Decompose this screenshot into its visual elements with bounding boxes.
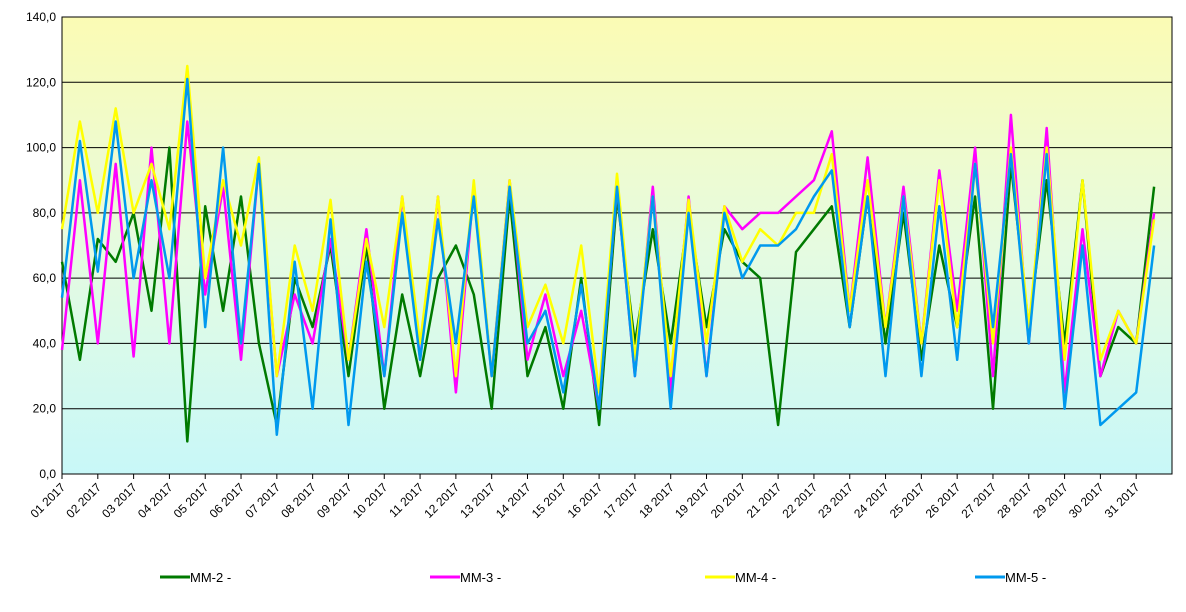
y-tick-label: 100,0 (26, 141, 56, 155)
x-tick-label: 21 2017 (744, 480, 785, 521)
x-tick-label: 24 2017 (851, 480, 892, 521)
x-tick-label: 01 2017 (28, 480, 69, 521)
x-tick-label: 10 2017 (350, 480, 391, 521)
x-tick-label: 12 2017 (421, 480, 462, 521)
x-tick-label: 20 2017 (708, 480, 749, 521)
x-tick-label: 04 2017 (135, 480, 176, 521)
x-tick-label: 18 2017 (636, 480, 677, 521)
y-tick-label: 60,0 (33, 271, 57, 285)
x-tick-label: 26 2017 (923, 480, 964, 521)
x-tick-label: 30 2017 (1066, 480, 1107, 521)
series-line (60, 77, 1156, 437)
x-tick-label: 17 2017 (600, 480, 641, 521)
x-tick-label: 15 2017 (529, 480, 570, 521)
x-tick-label: 08 2017 (278, 480, 319, 521)
y-tick-label: 0,0 (39, 467, 56, 481)
y-tick-label: 120,0 (26, 75, 56, 89)
x-tick-label: 14 2017 (493, 480, 534, 521)
x-tick-label: 11 2017 (386, 480, 426, 520)
x-tick-label: 05 2017 (171, 480, 212, 521)
x-tick-label: 16 2017 (565, 480, 606, 521)
x-tick-label: 03 2017 (99, 480, 140, 521)
x-tick-label: 06 2017 (207, 480, 248, 521)
x-tick-label: 29 2017 (1030, 480, 1071, 521)
x-tick-label: 09 2017 (314, 480, 355, 521)
x-tick-label: 25 2017 (887, 480, 928, 521)
x-tick-label: 22 2017 (779, 480, 820, 521)
y-tick-label: 140,0 (26, 10, 56, 24)
x-tick-label: 28 2017 (994, 480, 1035, 521)
x-tick-label: 23 2017 (815, 480, 856, 521)
x-tick-label: 02 2017 (63, 480, 104, 521)
y-tick-label: 40,0 (33, 336, 57, 350)
legend-label: MM-3 - (460, 570, 501, 585)
legend-label: MM-4 - (735, 570, 776, 585)
x-tick-label: 07 2017 (242, 480, 283, 521)
y-tick-label: 80,0 (33, 206, 57, 220)
y-tick-label: 20,0 (33, 402, 57, 416)
legend-label: MM-2 - (190, 570, 231, 585)
x-tick-label: 19 2017 (672, 480, 713, 521)
legend-label: MM-5 - (1005, 570, 1046, 585)
x-tick-label: 31 2017 (1102, 480, 1143, 521)
x-tick-label: 27 2017 (959, 480, 1000, 521)
x-tick-label: 13 2017 (457, 480, 498, 521)
